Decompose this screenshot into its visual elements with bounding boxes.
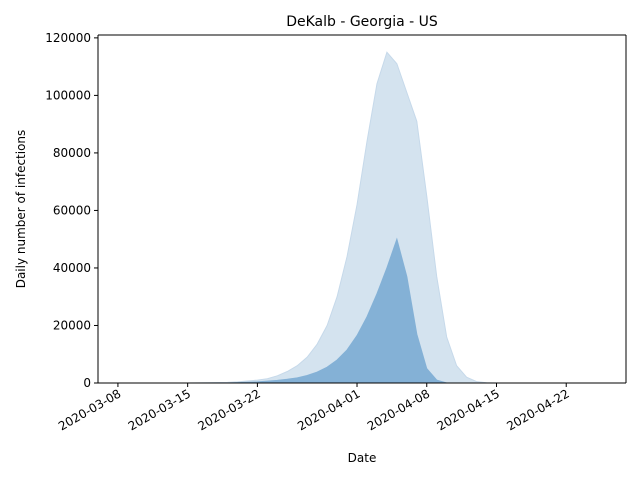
x-tick-label: 2020-04-08 <box>365 386 432 433</box>
x-tick-label: 2020-04-22 <box>504 386 571 433</box>
x-axis-title: Date <box>348 451 377 465</box>
series-area-main <box>117 237 617 384</box>
chart-title: DeKalb - Georgia - US <box>286 14 438 30</box>
x-tick-label: 2020-03-22 <box>195 386 262 433</box>
y-tick-label: 0 <box>83 376 91 390</box>
y-tick-label: 100000 <box>45 88 91 102</box>
x-tick-label: 2020-04-15 <box>435 386 502 433</box>
x-tick-label: 2020-03-15 <box>126 386 193 433</box>
y-axis-title: Daily number of infections <box>14 130 28 289</box>
x-tick-label: 2020-03-08 <box>56 386 123 433</box>
y-tick-label: 60000 <box>53 203 91 217</box>
series-area-upper-band <box>117 51 617 384</box>
x-tick-label: 2020-04-01 <box>295 386 362 433</box>
series-layer <box>117 51 617 384</box>
y-tick-label: 40000 <box>53 261 91 275</box>
y-tick-label: 120000 <box>45 31 91 45</box>
axes-layer <box>97 34 627 384</box>
y-tick-label: 20000 <box>53 318 91 332</box>
x-ticks: 2020-03-08 2020-03-15 2020-03-22 2020-04-01… <box>56 383 572 433</box>
y-ticks: 0 20000 40000 60000 80000 100000 120000 <box>45 31 98 390</box>
y-tick-label: 80000 <box>53 146 91 160</box>
